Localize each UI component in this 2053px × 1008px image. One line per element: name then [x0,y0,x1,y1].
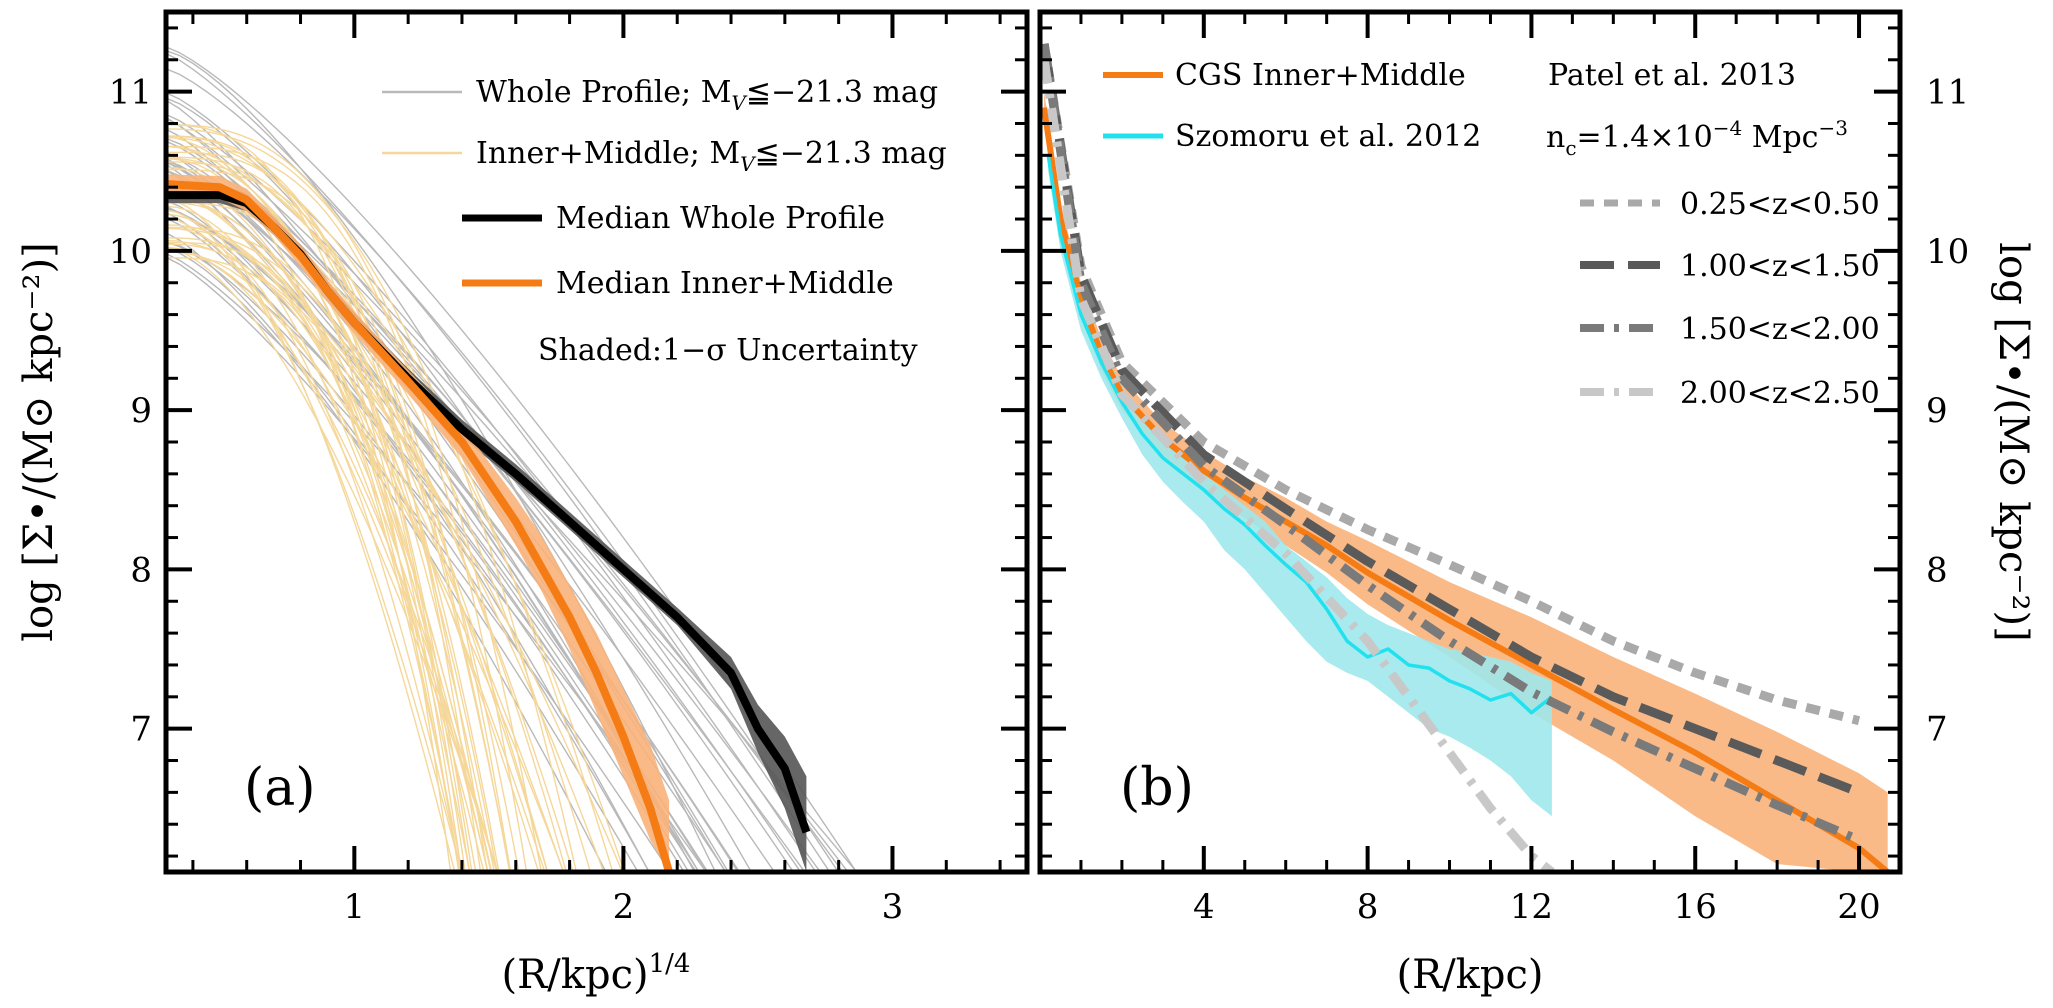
inner-middle-profile-line [166,246,565,872]
legend-label-z150: 1.50<z<2.00 [1680,312,1880,347]
inner-middle-profile-line [166,192,546,872]
inner-middle-profile-line [166,136,614,872]
inner-middle-profile-line [166,135,512,872]
panel-a-xlabel: (R/kpc)1/4 [502,949,691,998]
y-tick-label: 8 [130,550,152,590]
legend-label-median-whole: Median Whole Profile [556,201,885,236]
x-tick-label: 2 [613,887,635,927]
inner-middle-profile-line [166,124,471,872]
panel-b-legend-left: CGS Inner+Middle Szomoru et al. 2012 [1103,58,1481,154]
legend-label-whole-profile: Whole Profile; MV≦−21.3 mag [476,75,938,115]
y-tick-label: 8 [1926,550,1948,590]
inner-middle-profile-line [166,151,482,872]
legend-label-inner-middle: Inner+Middle; MV≦−21.3 mag [476,136,947,176]
inner-middle-profile-line [166,201,471,872]
y-tick-label: 9 [130,391,152,431]
y-tick-label: 7 [130,710,152,750]
inner-middle-profile-line [166,205,485,872]
legend-label-z100: 1.00<z<1.50 [1680,249,1880,284]
x-tick-label: 16 [1674,887,1717,927]
annotation-shaded: Shaded:1−σ Uncertainty [538,333,918,368]
panel-b-ylabel: log [Σ•/(M⊙ kpc⁻²)] [1990,242,2036,642]
band-szomoru-et-al-2012 [1048,139,1552,817]
inner-middle-profile-line [166,168,512,872]
whole-profile-line [166,97,753,872]
inner-middle-profile-line [166,227,462,872]
x-tick-label: 12 [1510,887,1553,927]
panel-b-legend-right: Patel et al. 2013 nc=1.4×10−4 Mpc−3 0.25… [1546,58,1880,411]
whole-profile-line [166,52,831,872]
inner-middle-profile-line [166,247,499,872]
panel-b-series [1040,43,1890,872]
inner-middle-profile-line [166,198,492,872]
whole-profile-line [166,50,717,872]
y-tick-label: 11 [109,73,152,113]
panel-b-label: (b) [1120,758,1194,818]
panel-a-legend: Whole Profile; MV≦−21.3 mag Inner+Middle… [382,75,947,368]
legend-label-z025: 0.25<z<0.50 [1680,187,1880,222]
inner-middle-profile-line [166,145,549,872]
inner-middle-profile-line [166,217,498,872]
series-line-cgs-inner-middle [1041,107,1890,872]
inner-middle-profile-line [166,209,463,872]
y-tick-label: 11 [1926,73,1969,113]
legend-label-z200: 2.00<z<2.50 [1680,376,1880,411]
inner-middle-profile-line [166,128,578,872]
inner-middle-profile-line [166,226,498,872]
y-tick-label: 10 [1926,232,1969,272]
panel-b-ticks: 4 8 12 16 20 7 8 9 10 11 [1038,12,1969,927]
series-line-2-00-z-2-50 [1040,59,1555,872]
panel-b: 4 8 12 16 20 7 8 9 10 11 CGS Inner+Middle Szomoru… [1037,9,2036,998]
inner-middle-profile-line [166,198,456,872]
panel-a-series [166,180,811,872]
inner-middle-profile-line [166,136,549,872]
x-tick-label: 3 [882,887,904,927]
series-line-1-50-z-2-00 [1040,43,1861,845]
panel-a-ylabel: log [Σ•/(M⊙ kpc⁻²)] [16,242,62,642]
x-tick-label: 1 [344,887,366,927]
inner-middle-profile-line [166,224,489,872]
panel-b-xlabel: (R/kpc) [1396,952,1543,998]
panel-b-uncertainty-bands [1044,91,1888,872]
panel-a-individual-profiles [166,46,858,872]
inner-middle-profile-line [166,145,528,872]
y-tick-label: 7 [1926,710,1948,750]
legend-subtitle-density: nc=1.4×10−4 Mpc−3 [1546,116,1848,160]
panel-a: 1 2 3 7 8 9 10 11 Whole Profile; MV≦−21.3 mag I… [16,9,1030,998]
legend-title-patel: Patel et al. 2013 [1548,58,1796,93]
inner-middle-profile-line [166,227,567,872]
panel-a-ticks: 1 2 3 7 8 9 10 11 [109,12,1027,927]
whole-profile-line [166,68,840,872]
inner-middle-profile-line [166,191,565,872]
x-tick-label: 4 [1193,887,1215,927]
panel-a-label: (a) [244,758,316,818]
legend-label-cgs: CGS Inner+Middle [1175,58,1466,93]
x-tick-label: 8 [1357,887,1379,927]
y-tick-label: 9 [1926,391,1948,431]
inner-middle-profile-line [166,213,624,872]
legend-label-median-inner: Median Inner+Middle [556,266,894,301]
legend-label-szomoru: Szomoru et al. 2012 [1175,119,1481,154]
inner-middle-profile-line [166,135,511,872]
y-tick-label: 10 [109,232,152,272]
series-line-median-inner-middle [166,180,673,872]
series-line-szomoru-et-al-2012 [1046,155,1553,715]
series-line-1-00-z-1-50 [1040,43,1861,797]
whole-profile-line [166,241,650,872]
x-tick-label: 20 [1837,887,1880,927]
